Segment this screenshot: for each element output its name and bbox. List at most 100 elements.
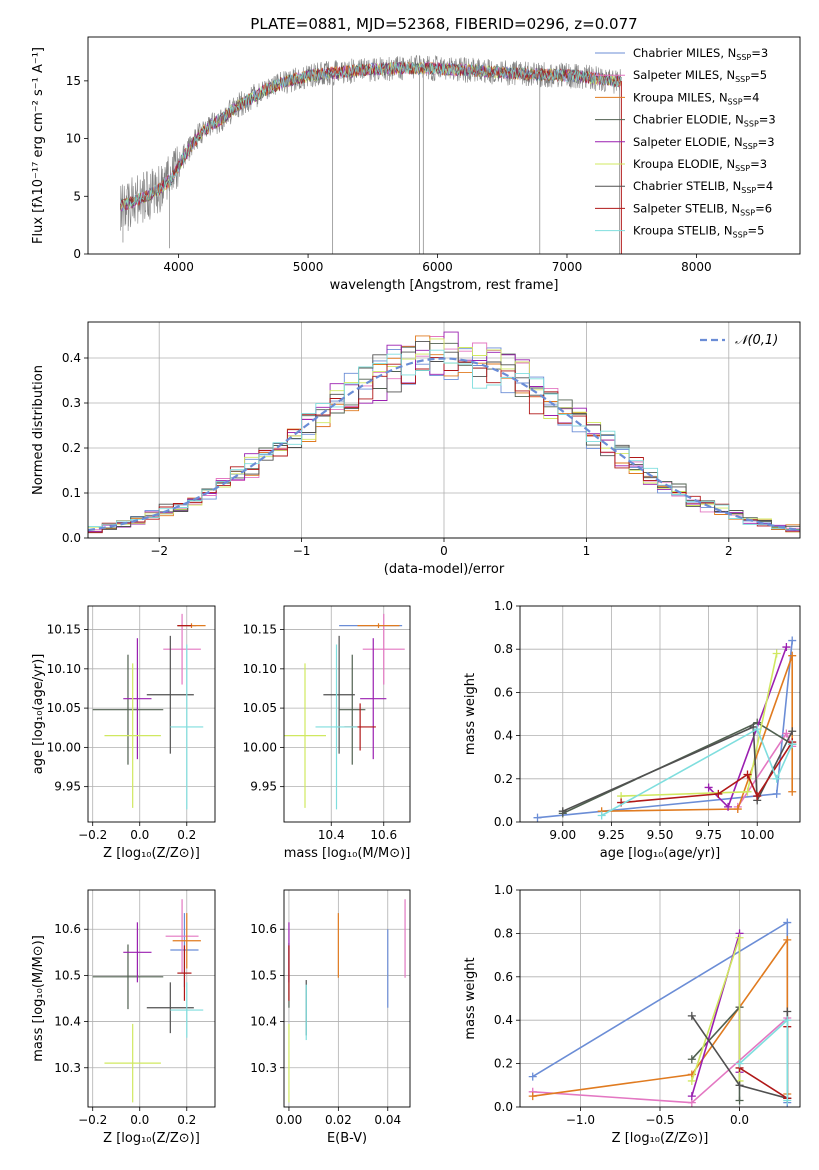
x-tick-label: 4000 (163, 260, 194, 274)
y-tick-label: 10.15 (47, 623, 81, 637)
y-tick-label: 10.10 (47, 662, 81, 676)
y-axis-label: mass [log₁₀(M/M⊙)] (31, 935, 46, 1062)
mass-weight-point-chabrier_stelib (788, 727, 797, 736)
x-tick-label: 9.75 (695, 828, 722, 842)
age-vs-metallicity-panel: −0.2 0.0 0.2 9.95 10.00 10.05 10.10 10.15 Z [log… (31, 605, 216, 861)
mass-weight-vs-metallicity-panel: −1.0 −0.5 0.0 0.0 0.2 0.4 0.6 0.8 1.0 Z [log₁₀(Z/… (463, 883, 801, 1146)
x-tick-label: 0.0 (130, 1113, 149, 1127)
mass-weight-point-kroupa_elodie (772, 649, 781, 658)
mass-weight-point-chabrier_elodie (735, 1096, 744, 1105)
mass-weight-point-kroupa_miles (788, 787, 797, 796)
x-tick-label: 0 (440, 544, 448, 558)
x-tick-label: 8000 (681, 260, 712, 274)
mass-weight-point-kroupa_stelib (597, 811, 606, 820)
axes-frame (283, 605, 411, 823)
y-tick-label: 10.5 (250, 968, 277, 982)
y-axis-label: Normed distribution (31, 365, 46, 495)
x-axis-label: mass [log₁₀(M/M⊙)] (284, 846, 411, 861)
axes-frame (519, 889, 801, 1108)
x-tick-label: −1.0 (566, 1113, 595, 1127)
x-tick-label: 5000 (293, 260, 324, 274)
x-axis-label: Z [log₁₀(Z/Z⊙)] (103, 1131, 200, 1146)
mass-weight-point-chabrier_stelib (735, 1081, 744, 1090)
x-tick-label: 9.00 (549, 828, 576, 842)
x-tick-label: −2 (150, 544, 168, 558)
y-tick-label: 9.95 (250, 780, 277, 794)
mass-weight-vs-age-panel: 9.00 9.25 9.50 9.75 10.00 0.0 0.2 0.4 0.6 0.8 1.0 a… (463, 599, 801, 861)
x-tick-label: 9.50 (647, 828, 674, 842)
mass-weight-line-kroupa_miles (601, 655, 794, 812)
mass-weight-line-chabrier_elodie (691, 1005, 741, 1101)
mass-weight-point-kroupa_stelib (735, 1059, 744, 1068)
legend-entry: Kroupa STELIB, NSSP=5 (633, 224, 764, 240)
y-tick-label: 0.8 (494, 926, 513, 940)
y-tick-label: 0 (73, 247, 81, 261)
y-tick-label: 10.6 (54, 922, 81, 936)
x-tick-label: 10.00 (740, 828, 774, 842)
y-axis-label: mass weight (463, 673, 478, 755)
y-tick-label: 9.95 (54, 780, 81, 794)
x-tick-label: 0.04 (374, 1113, 401, 1127)
legend-entry: Salpeter ELODIE, NSSP=3 (633, 135, 775, 151)
mass-weight-point-kroupa_miles (528, 1092, 537, 1101)
mass-weight-point-chabrier_miles (528, 1072, 537, 1081)
y-axis-label: age [log₁₀(age/yr)] (31, 654, 46, 775)
mass-weight-point-chabrier_miles (772, 789, 781, 798)
mass-weight-point-kroupa_miles (783, 935, 792, 944)
x-tick-label: 9.25 (598, 828, 625, 842)
mass-weight-point-salpeter_stelib (743, 770, 752, 779)
mass-weight-point-kroupa_miles (788, 651, 797, 660)
y-tick-label: 0.4 (494, 1013, 513, 1027)
mass-weight-point-salpeter_miles (782, 729, 791, 738)
figure-title: PLATE=0881, MJD=52368, FIBERID=0296, z=0… (250, 15, 637, 33)
x-tick-label: 0.0 (130, 828, 149, 842)
mass-weight-point-salpeter_stelib (714, 789, 723, 798)
model-spectrum-kroupa_stelib (120, 61, 622, 212)
residuals-panel: −2 −1 0 1 2 0.0 0.1 0.2 0.3 0.4 (data-model)/error… (31, 321, 801, 577)
y-tick-label: 0.0 (62, 531, 81, 545)
y-tick-label: 0.4 (494, 729, 513, 743)
y-tick-label: 0.0 (494, 1100, 513, 1114)
x-tick-label: 0.0 (730, 1113, 749, 1127)
y-tick-label: 10 (66, 132, 81, 146)
x-axis-label: Z [log₁₀(Z/Z⊙)] (103, 846, 200, 861)
plot-area (284, 613, 405, 810)
legend-entry: Salpeter MILES, NSSP=5 (633, 68, 767, 84)
age-vs-mass-panel: 10.4 10.6 9.95 10.00 10.05 10.10 10.15 mass [lo… (243, 605, 411, 861)
axes-frame (519, 605, 801, 823)
x-tick-label: 1 (583, 544, 591, 558)
mass-weight-point-salpeter_elodie (782, 643, 791, 652)
y-tick-label: 10.4 (54, 1015, 81, 1029)
x-tick-label: 10.6 (370, 828, 397, 842)
x-tick-label: 0.2 (177, 1113, 196, 1127)
mass-weight-point-kroupa_stelib (788, 740, 797, 749)
y-tick-label: 10.10 (243, 662, 277, 676)
axes-frame (87, 605, 216, 823)
mass-vs-metallicity-panel: −0.2 0.0 0.2 10.3 10.4 10.5 10.6 Z [log₁₀(Z/Z⊙)… (31, 889, 216, 1146)
legend-entry: Salpeter STELIB, NSSP=6 (633, 201, 772, 217)
axes-frame (87, 321, 801, 539)
y-tick-label: 0.6 (494, 970, 513, 984)
mass-weight-point-chabrier_elodie (687, 1055, 696, 1064)
x-tick-label: 0.2 (177, 828, 196, 842)
legend-entry: Chabrier MILES, NSSP=3 (633, 46, 768, 62)
x-tick-label: 7000 (552, 260, 583, 274)
y-tick-label: 0.4 (62, 351, 81, 365)
axes-frame (87, 36, 801, 255)
y-tick-label: 10.05 (243, 701, 277, 715)
y-tick-label: 10.6 (250, 922, 277, 936)
mass-weight-point-kroupa_elodie (687, 1076, 696, 1085)
x-axis-label: (data-model)/error (384, 562, 505, 577)
y-tick-label: 10.4 (250, 1015, 277, 1029)
y-tick-label: 10.5 (54, 968, 81, 982)
mass-weight-line-kroupa_stelib (738, 1018, 789, 1101)
mass-weight-point-kroupa_stelib (753, 725, 762, 734)
x-axis-label: Z [log₁₀(Z/Z⊙)] (612, 1131, 709, 1146)
mass-weight-point-salpeter_stelib (753, 792, 762, 801)
x-tick-label: 6000 (422, 260, 453, 274)
y-tick-label: 0.6 (494, 685, 513, 699)
mass-weight-line-chabrier_stelib (562, 725, 793, 812)
x-tick-label: 10.4 (318, 828, 345, 842)
mass-weight-point-chabrier_stelib (783, 1007, 792, 1016)
